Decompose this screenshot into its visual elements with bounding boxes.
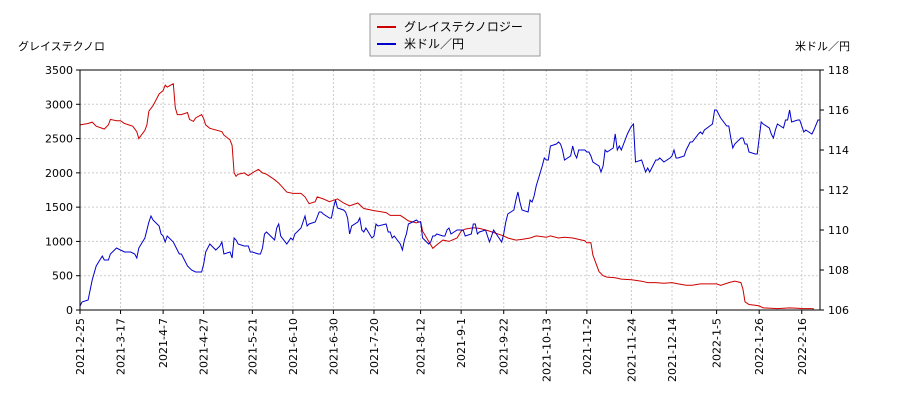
right-tick-label: 110: [828, 224, 849, 237]
x-axis-ticks: 2021-2-25 2021-3-17 2021-4-7 2021-4-27 2021-…: [74, 310, 809, 382]
series-line-1: [79, 82, 814, 310]
legend: グレイステクノロジー 米ドル／円: [369, 13, 541, 57]
left-tick-label: 1000: [45, 235, 73, 248]
right-axis-ticks: 106 108 110 112 114 116 118: [820, 64, 849, 317]
series-line-2: [79, 109, 820, 307]
x-tick-label: 2022-1-5: [711, 318, 724, 368]
x-tick-label: 2021-3-17: [115, 318, 128, 375]
right-tick-label: 116: [828, 104, 849, 117]
right-tick-label: 118: [828, 64, 849, 77]
x-tick-label: 2021-2-25: [74, 318, 87, 375]
legend-label-series-2: 米ドル／円: [404, 37, 464, 51]
left-tick-label: 2500: [45, 133, 73, 146]
right-tick-label: 106: [828, 304, 849, 317]
left-axis-ticks: 0 500 1000 1500 2000 2500 3000 3500: [45, 64, 80, 317]
x-tick-label: 2021-4-7: [157, 318, 170, 368]
left-tick-label: 0: [66, 304, 73, 317]
x-tick-label: 2021-11-24: [625, 318, 638, 382]
x-tick-label: 2021-9-22: [498, 318, 511, 375]
right-tick-label: 108: [828, 264, 849, 277]
left-tick-label: 500: [52, 270, 73, 283]
left-axis-label: グレイステクノロ: [18, 39, 105, 53]
grid: [80, 70, 820, 310]
x-tick-label: 2021-5-21: [246, 318, 259, 375]
x-tick-label: 2021-10-13: [540, 318, 553, 382]
right-tick-label: 114: [828, 144, 849, 157]
plot-frame: [79, 69, 821, 311]
x-tick-label: 2021-9-1: [455, 318, 468, 368]
x-tick-label: 2021-8-12: [415, 318, 428, 375]
x-tick-label: 2021-7-20: [368, 318, 381, 375]
x-tick-label: 2022-1-26: [753, 318, 766, 375]
legend-label-series-1: グレイステクノロジー: [404, 20, 523, 34]
right-tick-label: 112: [828, 184, 849, 197]
legend-box: [369, 13, 541, 57]
right-axis-label: 米ドル／円: [795, 40, 850, 53]
series-layer: [79, 82, 820, 310]
left-tick-label: 3000: [45, 98, 73, 111]
x-tick-label: 2021-12-14: [666, 318, 679, 382]
x-tick-label: 2021-4-27: [198, 318, 211, 375]
x-tick-label: 2021-11-2: [581, 318, 594, 375]
left-tick-label: 1500: [45, 201, 73, 214]
left-tick-label: 2000: [45, 167, 73, 180]
x-tick-label: 2021-6-30: [327, 318, 340, 375]
x-tick-label: 2021-6-10: [287, 318, 300, 375]
x-tick-label: 2022-2-16: [796, 318, 809, 375]
left-tick-label: 3500: [45, 64, 73, 77]
